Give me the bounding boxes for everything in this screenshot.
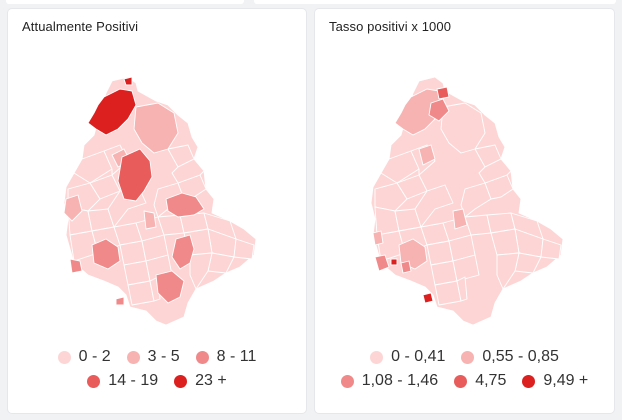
comune — [380, 150, 420, 184]
comune-class-3-5 — [133, 102, 179, 154]
map-card-tasso-positivi: Tasso positivi x 1000 — [315, 9, 614, 413]
comune — [127, 280, 155, 306]
choropleth-map-tasso-positivi — [370, 76, 564, 326]
comune — [456, 276, 468, 302]
comune — [496, 252, 520, 290]
comune-class-8-11 — [91, 238, 121, 270]
comune — [440, 102, 486, 154]
comune-class-3-5 — [63, 194, 83, 222]
map-legend: 0 - 0,41 0,55 - 0,85 1,08 - 1,46 4,75 9,… — [315, 345, 614, 393]
comune-class-055-085 — [452, 208, 468, 230]
comune-class-23-plus — [123, 76, 133, 86]
legend-label: 1,08 - 1,46 — [361, 372, 439, 389]
legend-item: 0 - 2 — [57, 348, 111, 366]
legend-item: 1,08 - 1,46 — [340, 372, 439, 390]
comune-class-8-11 — [171, 234, 195, 270]
legend-swatch — [340, 374, 354, 388]
legend-label: 4,75 — [475, 372, 507, 389]
legend-item: 23 + — [174, 372, 227, 390]
comune — [374, 182, 408, 212]
legend-label: 8 - 11 — [216, 348, 257, 365]
comune-class-3-5 — [143, 210, 157, 230]
comune-class-949-plus — [422, 292, 434, 304]
comune — [452, 254, 480, 282]
legend-label: 0 - 2 — [78, 348, 111, 365]
legend-item: 3 - 5 — [126, 348, 180, 366]
comune-class-108-146 — [400, 260, 412, 274]
comune-class-055-085 — [418, 144, 436, 166]
comune-class-475 — [436, 86, 450, 100]
comune-class-23-plus — [87, 88, 137, 136]
top-card-edge-right — [254, 0, 616, 4]
comune-class-949-plus — [390, 258, 398, 266]
comune — [414, 184, 454, 228]
legend-swatch — [87, 374, 101, 388]
legend-label: 3 - 5 — [147, 348, 180, 365]
map-legend: 0 - 2 3 - 5 8 - 11 14 - 19 23 + — [8, 345, 306, 393]
comune-class-14-19 — [117, 148, 153, 202]
map-title: Tasso positivi x 1000 — [329, 19, 452, 34]
comune — [189, 252, 213, 290]
comune-class-108-146 — [428, 98, 450, 122]
comune — [434, 280, 462, 306]
legend-item: 0,55 - 0,85 — [461, 348, 559, 366]
top-card-edge-left — [6, 0, 244, 4]
comune-class-8-11 — [155, 270, 185, 304]
legend-swatch — [522, 374, 536, 388]
comune-class-055-085 — [372, 230, 384, 246]
comune — [233, 238, 255, 260]
legend-swatch — [370, 350, 384, 364]
map-card-attualmente-positivi: Attualmente Positivi — [8, 9, 306, 413]
comune-class-8-11 — [115, 296, 125, 306]
legend-swatch — [195, 350, 209, 364]
legend-label: 0 - 0,41 — [391, 348, 446, 365]
comune — [478, 158, 512, 184]
legend-swatch — [126, 350, 140, 364]
legend-swatch — [174, 374, 188, 388]
legend-item: 4,75 — [454, 372, 506, 390]
legend-swatch — [461, 350, 475, 364]
comune-class-8-11 — [69, 258, 83, 274]
comune — [73, 150, 113, 184]
legend-label: 23 + — [195, 372, 227, 389]
legend-item: 14 - 19 — [87, 372, 158, 390]
legend-item: 8 - 11 — [195, 348, 257, 366]
map-title: Attualmente Positivi — [22, 19, 139, 34]
comune-class-8-11 — [165, 192, 205, 218]
legend-swatch — [57, 350, 71, 364]
legend-item: 9,49 + — [522, 372, 588, 390]
comune — [171, 158, 205, 184]
legend-swatch — [454, 374, 468, 388]
comune-class-108-146 — [374, 254, 390, 272]
legend-item: 0 - 0,41 — [370, 348, 445, 366]
comune — [540, 238, 562, 260]
legend-label: 0,55 - 0,85 — [482, 348, 559, 365]
legend-label: 9,49 + — [543, 372, 589, 389]
legend-label: 14 - 19 — [108, 372, 159, 389]
choropleth-map-attualmente-positivi — [63, 76, 257, 326]
